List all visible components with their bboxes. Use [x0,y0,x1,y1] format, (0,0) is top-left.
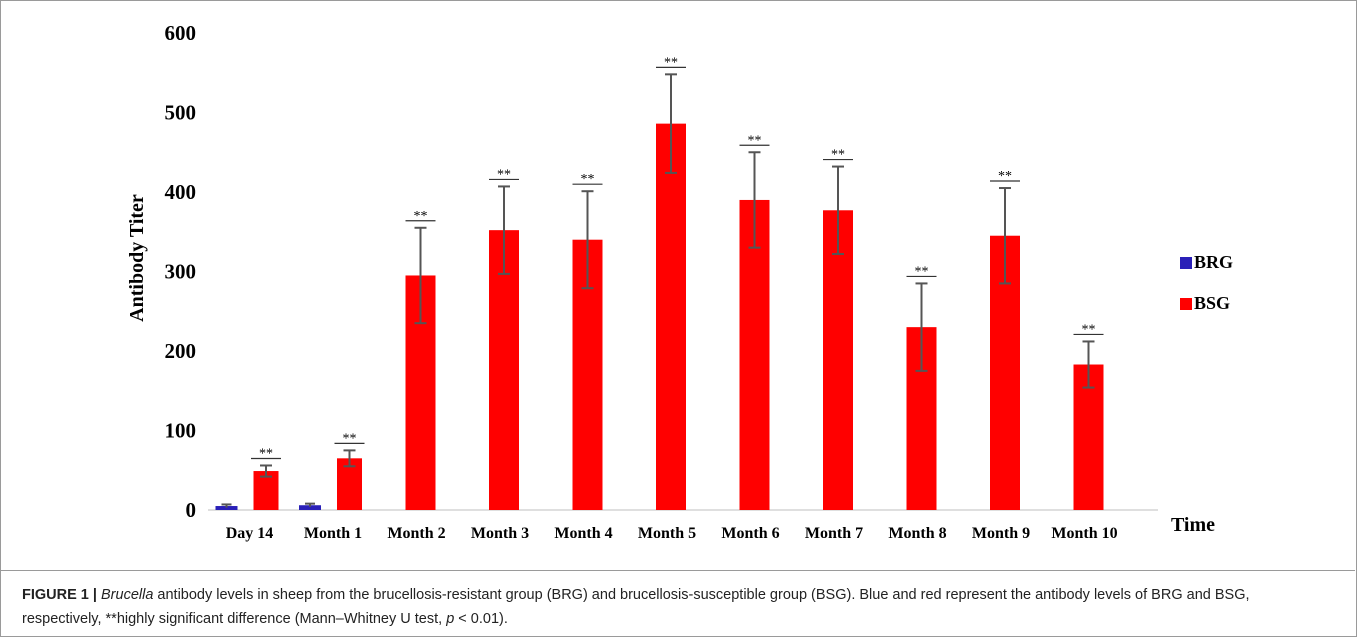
bar-bsg [656,123,686,510]
significance-marks: ** ** ** ** ** ** ** ** ** ** ** [251,55,1104,461]
x-tick-label: Month 4 [554,525,612,542]
bar-chart: 0 100 200 300 400 500 600 Day 14 Month 1 Month 2… [126,21,1233,542]
x-tick-label: Month 2 [387,525,445,542]
y-axis: 0 100 200 300 400 500 600 [165,21,197,522]
x-axis-label: Time [1171,514,1215,536]
y-axis-label: Antibody Titer [126,194,148,322]
figure-caption: FIGURE 1 | Brucella antibody levels in s… [22,583,1332,631]
y-tick-label: 0 [186,498,197,522]
significance-stars: ** [998,169,1012,184]
significance-stars: ** [915,264,929,279]
legend-item-bsg-swatch [1180,298,1192,310]
y-tick-label: 400 [165,180,197,204]
caption-italic-p: p [446,611,455,627]
error-bars [221,73,1095,508]
x-tick-label: Month 5 [638,525,696,542]
bar-bsg [823,210,853,510]
significance-stars: ** [664,55,678,70]
bar-bsg [489,230,519,510]
legend: BRG BSG [1180,252,1233,313]
x-tick-label: Month 7 [805,525,863,542]
bar-brg [299,505,321,510]
x-tick-label: Month 1 [304,525,362,542]
y-tick-label: 600 [165,21,197,45]
bar-bsg [1073,364,1104,510]
significance-stars: ** [581,172,595,187]
significance-stars: ** [748,133,762,148]
caption-text-2: < 0.01). [454,611,508,627]
x-tick-label: Month 10 [1051,525,1117,542]
y-tick-label: 300 [165,260,197,284]
x-tick-label: Month 9 [972,525,1030,542]
y-tick-label: 100 [165,419,197,443]
caption-label: FIGURE 1 | [22,587,97,603]
caption-divider [0,570,1355,571]
caption-text-1: antibody levels in sheep from the brucel… [22,587,1250,627]
x-tick-label: Day 14 [226,525,274,542]
y-tick-label: 500 [165,101,197,125]
caption-italic-genus: Brucella [101,587,154,603]
bar-bsg [739,199,770,510]
significance-stars: ** [497,167,511,182]
x-axis: Day 14 Month 1 Month 2 Month 3 Month 4 Month … [208,509,1158,542]
significance-stars: ** [414,209,428,224]
x-tick-label: Month 3 [471,525,529,542]
y-tick-label: 200 [165,339,197,363]
x-tick-label: Month 6 [721,525,779,542]
significance-stars: ** [343,431,357,446]
significance-stars: ** [259,446,273,461]
bars [215,123,1104,510]
significance-stars: ** [1082,322,1096,337]
legend-item-brg-label: BRG [1194,252,1233,272]
significance-stars: ** [831,148,845,163]
legend-item-bsg-label: BSG [1194,293,1230,313]
legend-item-brg-swatch [1180,257,1192,269]
x-tick-label: Month 8 [888,525,946,542]
bar-brg [215,506,238,510]
